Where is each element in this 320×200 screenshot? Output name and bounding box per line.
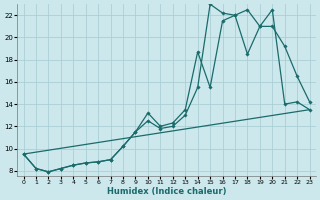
- X-axis label: Humidex (Indice chaleur): Humidex (Indice chaleur): [107, 187, 226, 196]
